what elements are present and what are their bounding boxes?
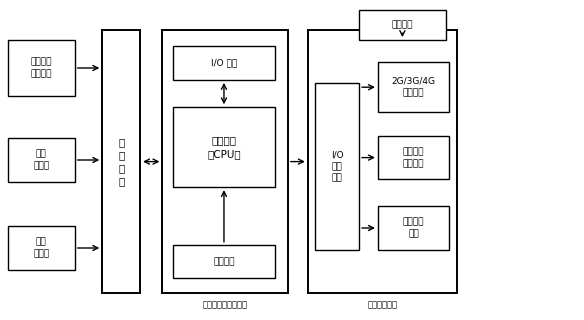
Text: 2G/3G/4G
通信模块: 2G/3G/4G 通信模块	[391, 77, 436, 98]
Bar	[8, 226, 75, 270]
Text: 电源模块: 电源模块	[213, 257, 235, 266]
Bar	[173, 107, 275, 187]
Bar	[162, 30, 288, 293]
Bar	[378, 206, 449, 250]
Text: 短程无线
通信模块: 短程无线 通信模块	[403, 147, 424, 168]
Text: 无线通信模块: 无线通信模块	[367, 301, 397, 310]
Bar	[102, 30, 140, 293]
Bar	[8, 40, 75, 96]
Text: 压力
传感器: 压力 传感器	[33, 237, 49, 259]
Bar	[378, 62, 449, 112]
Text: 热值信号接收处理器: 热值信号接收处理器	[203, 301, 248, 310]
Bar	[173, 245, 275, 278]
Text: 计
量
组
件: 计 量 组 件	[118, 137, 124, 186]
Bar	[173, 46, 275, 80]
Bar	[308, 30, 457, 293]
Text: 微处理器
（CPU）: 微处理器 （CPU）	[207, 136, 241, 159]
Bar	[8, 138, 75, 182]
Bar	[378, 136, 449, 179]
Text: 温度
传感器: 温度 传感器	[33, 149, 49, 170]
Text: I/O
接口
电路: I/O 接口 电路	[331, 150, 343, 183]
Text: 流量计量
基表信号: 流量计量 基表信号	[30, 58, 52, 78]
Bar	[359, 10, 446, 40]
Text: 红外通信
模块: 红外通信 模块	[403, 218, 424, 238]
Text: 射频天线: 射频天线	[392, 20, 413, 29]
Text: I/O 接口: I/O 接口	[211, 59, 237, 68]
Bar	[315, 83, 359, 250]
